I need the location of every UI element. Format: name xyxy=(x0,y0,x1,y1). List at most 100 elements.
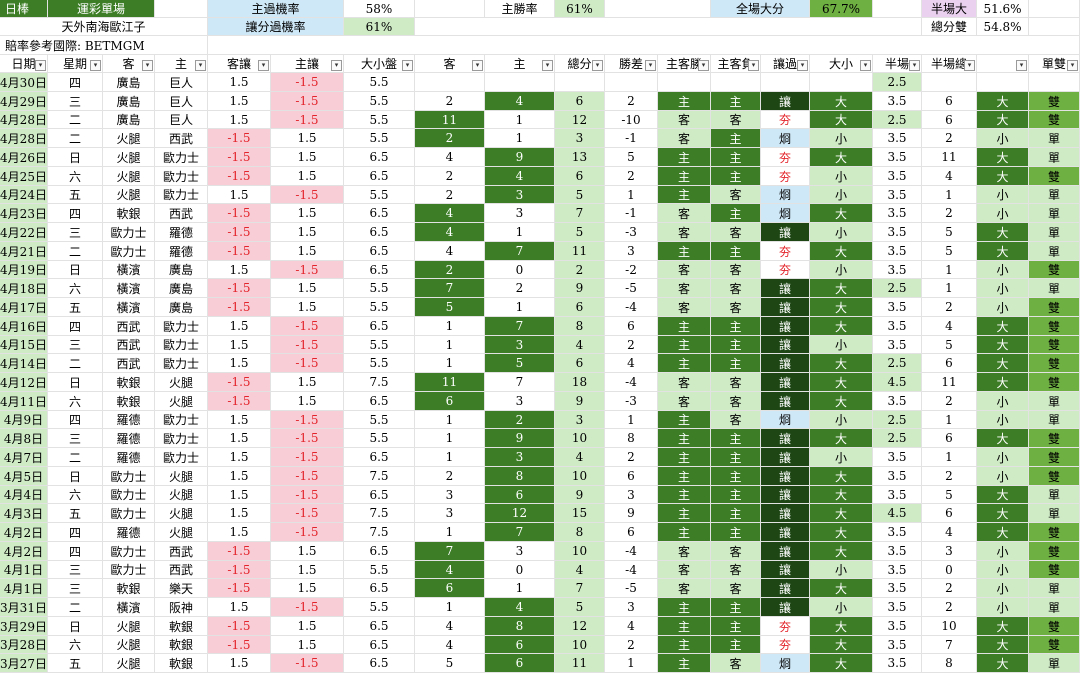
blank[interactable] xyxy=(1029,18,1080,36)
column-header-1[interactable]: 星期 ▾ xyxy=(48,55,103,73)
dropdown-arrow-icon[interactable]: ▾ xyxy=(1016,60,1027,71)
half-over-label[interactable]: 半場大 xyxy=(922,0,977,18)
column-header-11[interactable]: 主客勝 ▾ xyxy=(658,55,711,73)
dropdown-arrow-icon[interactable]: ▾ xyxy=(402,60,413,71)
away-team-cell: 羅德 xyxy=(103,429,155,448)
column-header-4[interactable]: 客讓 ▾ xyxy=(208,55,271,73)
half-line-cell: 2.5 xyxy=(873,354,922,373)
blank[interactable] xyxy=(415,0,485,18)
column-header-15[interactable]: 半場 ▾ xyxy=(873,55,922,73)
weekday-cell: 四 xyxy=(48,542,103,561)
full-over-value[interactable]: 67.7% xyxy=(810,0,873,18)
dropdown-arrow-icon[interactable]: ▾ xyxy=(331,60,342,71)
loss-side-cell: 客 xyxy=(711,373,761,392)
dropdown-arrow-icon[interactable]: ▾ xyxy=(472,60,483,71)
dropdown-arrow-icon[interactable]: ▾ xyxy=(142,60,153,71)
over-under-result-cell: 大 xyxy=(810,486,873,504)
column-header-7[interactable]: 客 ▾ xyxy=(415,55,485,73)
half-line-cell: 3.5 xyxy=(873,92,922,111)
dropdown-arrow-icon[interactable]: ▾ xyxy=(195,60,206,71)
dropdown-arrow-icon[interactable]: ▾ xyxy=(748,60,759,71)
dropdown-arrow-icon[interactable]: ▾ xyxy=(542,60,553,71)
margin-cell: 4 xyxy=(605,617,658,636)
dropdown-arrow-icon[interactable]: ▾ xyxy=(797,60,808,71)
away-score-cell: 4 xyxy=(415,204,485,223)
home-team-cell: 巨人 xyxy=(155,111,208,129)
home-cover-label[interactable]: 主過機率 xyxy=(208,0,344,18)
author-cell[interactable]: 天外南海歐江子 xyxy=(0,18,208,36)
over-under-result-cell: 大 xyxy=(810,542,873,561)
dropdown-arrow-icon[interactable]: ▾ xyxy=(592,60,603,71)
column-header-17[interactable]: ▾ xyxy=(977,55,1029,73)
loss-side-cell: 客 xyxy=(711,186,761,204)
over-under-result-cell: 大 xyxy=(810,204,873,223)
column-header-8[interactable]: 主 ▾ xyxy=(485,55,555,73)
over-under-line-cell: 6.5 xyxy=(344,223,415,242)
blank[interactable] xyxy=(415,18,922,36)
total-score-cell: 11 xyxy=(555,242,605,261)
blank[interactable] xyxy=(155,0,208,18)
dropdown-arrow-icon[interactable]: ▾ xyxy=(35,60,46,71)
odds-ref-cell[interactable]: 賠率參考國際: BETMGM xyxy=(0,36,208,55)
away-score-cell: 1 xyxy=(415,354,485,373)
sport-cell[interactable]: 日棒 xyxy=(0,0,48,18)
home-team-cell: 羅德 xyxy=(155,242,208,261)
total-even-label[interactable]: 總分雙 xyxy=(922,18,977,36)
over-under-line-cell: 6.5 xyxy=(344,654,415,673)
dropdown-arrow-icon[interactable]: ▾ xyxy=(909,60,920,71)
home-win-label[interactable]: 主勝率 xyxy=(485,0,555,18)
win-side-cell: 主 xyxy=(658,486,711,504)
weekday-cell: 二 xyxy=(48,448,103,467)
dropdown-arrow-icon[interactable]: ▾ xyxy=(698,60,709,71)
dropdown-arrow-icon[interactable]: ▾ xyxy=(964,60,975,71)
spread-cover-label[interactable]: 讓分過機率 xyxy=(208,18,344,36)
sheet-name-cell[interactable]: 運彩單場 xyxy=(48,0,155,18)
margin-cell: -4 xyxy=(605,542,658,561)
column-header-2[interactable]: 客 ▾ xyxy=(103,55,155,73)
column-header-12[interactable]: 主客負 ▾ xyxy=(711,55,761,73)
blank[interactable] xyxy=(605,0,711,18)
odd-even-cell: 雙 xyxy=(1029,467,1080,486)
half-line-cell: 3.5 xyxy=(873,654,922,673)
over-under-result-cell: 大 xyxy=(810,504,873,523)
blank[interactable] xyxy=(208,36,1080,55)
total-even-value[interactable]: 54.8% xyxy=(977,18,1029,36)
column-header-13[interactable]: 讓過 ▾ xyxy=(761,55,810,73)
column-header-18[interactable]: 單雙 ▾ xyxy=(1029,55,1080,73)
home-handicap-cell: 1.5 xyxy=(271,204,344,223)
dropdown-arrow-icon[interactable]: ▾ xyxy=(1067,60,1078,71)
half-total-cell: 4 xyxy=(922,167,977,186)
home-win-value[interactable]: 61% xyxy=(555,0,605,18)
column-header-5[interactable]: 主讓 ▾ xyxy=(271,55,344,73)
loss-side-cell: 主 xyxy=(711,167,761,186)
column-header-0[interactable]: 日期 ▾ xyxy=(0,55,48,73)
spread-cover-value[interactable]: 61% xyxy=(344,18,415,36)
column-header-9[interactable]: 總分 ▾ xyxy=(555,55,605,73)
column-header-14[interactable]: 大小 ▾ xyxy=(810,55,873,73)
total-score-cell: 10 xyxy=(555,467,605,486)
home-score-cell: 6 xyxy=(485,654,555,673)
away-score-cell: 7 xyxy=(415,279,485,298)
column-header-10[interactable]: 勝差 ▾ xyxy=(605,55,658,73)
home-team-cell: 廣島 xyxy=(155,279,208,298)
weekday-cell: 四 xyxy=(48,204,103,223)
over-under-result-cell: 大 xyxy=(810,617,873,636)
half-over-value[interactable]: 51.6% xyxy=(977,0,1029,18)
column-header-3[interactable]: 主 ▾ xyxy=(155,55,208,73)
dropdown-arrow-icon[interactable]: ▾ xyxy=(90,60,101,71)
home-cover-value[interactable]: 58% xyxy=(344,0,415,18)
column-header-6[interactable]: 大小盤 ▾ xyxy=(344,55,415,73)
dropdown-arrow-icon[interactable]: ▾ xyxy=(860,60,871,71)
blank[interactable] xyxy=(1029,0,1080,18)
column-header-16[interactable]: 半場總 ▾ xyxy=(922,55,977,73)
half-total-cell: 1 xyxy=(922,279,977,298)
dropdown-arrow-icon[interactable]: ▾ xyxy=(645,60,656,71)
win-side-cell: 客 xyxy=(658,373,711,392)
dropdown-arrow-icon[interactable]: ▾ xyxy=(258,60,269,71)
full-over-label[interactable]: 全場大分 xyxy=(711,0,810,18)
away-score-cell: 2 xyxy=(415,261,485,279)
blank[interactable] xyxy=(873,0,922,18)
odd-even-cell: 雙 xyxy=(1029,111,1080,129)
half-line-cell: 2.5 xyxy=(873,111,922,129)
loss-side-cell: 主 xyxy=(711,148,761,167)
